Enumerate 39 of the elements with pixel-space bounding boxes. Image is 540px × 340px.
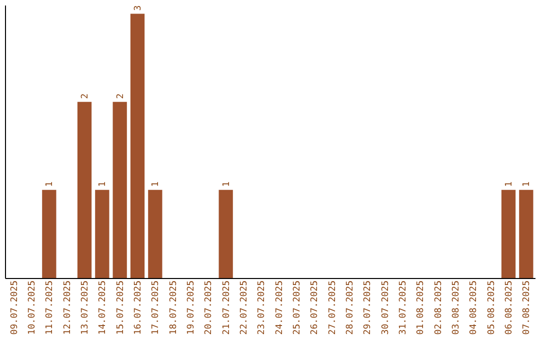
x-tick-label: 01.08.2025 <box>416 280 426 335</box>
x-tick-label: 21.07.2025 <box>222 280 232 335</box>
x-tick-label: 09.07.2025 <box>10 280 20 335</box>
x-tick-label: 22.07.2025 <box>240 280 250 335</box>
x-tick-label: 11.07.2025 <box>45 280 56 335</box>
data-label: 1 <box>151 182 162 187</box>
x-tick-label: 07.08.2025 <box>522 280 532 335</box>
data-label: 2 <box>116 93 126 99</box>
x-tick-label: 02.08.2025 <box>434 280 444 335</box>
x-tick-label: 26.07.2025 <box>310 280 320 335</box>
x-tick-label: 10.07.2025 <box>28 280 38 335</box>
x-tick-label: 12.07.2025 <box>62 280 73 335</box>
x-tick-label: 28.07.2025 <box>346 280 356 335</box>
x-tick-label: 24.07.2025 <box>274 280 285 335</box>
x-tick-label: 13.07.2025 <box>80 280 90 335</box>
x-tick-label: 18.07.2025 <box>168 280 179 335</box>
x-tick-label: 31.07.2025 <box>398 280 408 335</box>
x-tick-label: 05.08.2025 <box>486 280 497 335</box>
data-label: 3 <box>134 5 144 11</box>
x-tick-label: 20.07.2025 <box>204 280 214 335</box>
data-label: 1 <box>45 182 56 187</box>
x-tick-label: 25.07.2025 <box>292 280 302 335</box>
x-tick-label: 23.07.2025 <box>257 280 268 335</box>
data-label: 1 <box>522 182 532 187</box>
x-tick-label: 30.07.2025 <box>380 280 391 335</box>
x-tick-label: 29.07.2025 <box>363 280 374 335</box>
x-tick-label: 15.07.2025 <box>116 280 126 335</box>
x-tick-label: 19.07.2025 <box>186 280 196 335</box>
x-tick-label: 06.08.2025 <box>504 280 514 335</box>
x-tick-label: 16.07.2025 <box>134 280 144 335</box>
x-tick-label: 03.08.2025 <box>452 280 462 335</box>
x-tick-label: 27.07.2025 <box>328 280 338 335</box>
data-label: 1 <box>98 182 108 187</box>
data-label: 1 <box>504 182 514 187</box>
data-label: 1 <box>222 182 232 187</box>
data-label: 2 <box>80 93 90 99</box>
x-tick-label: 17.07.2025 <box>151 280 162 335</box>
x-tick-label: 04.08.2025 <box>469 280 480 335</box>
x-tick-label: 14.07.2025 <box>98 280 108 335</box>
